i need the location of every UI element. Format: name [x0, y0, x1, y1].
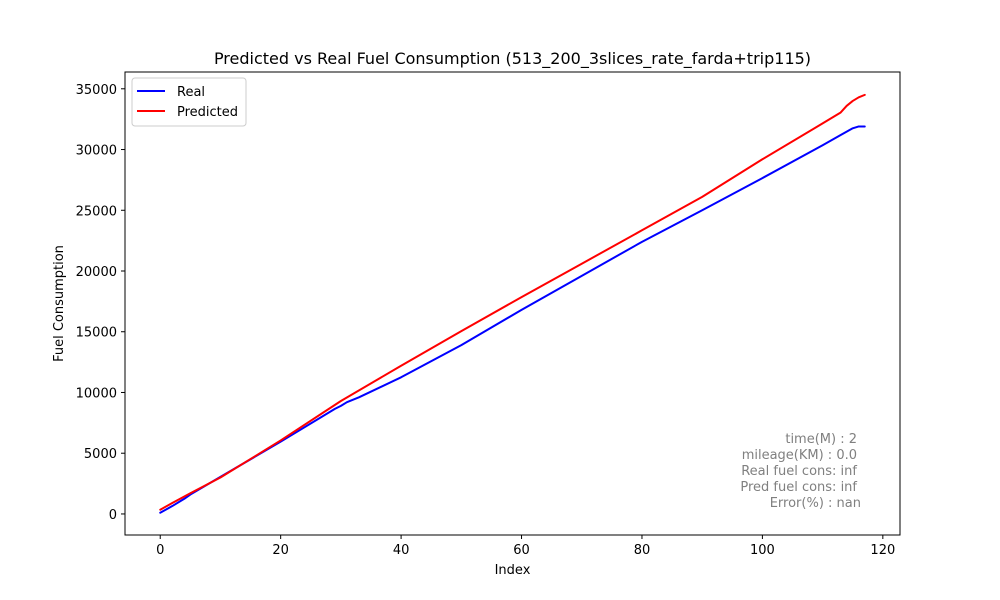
annotation-pred-fuel: Pred fuel cons: inf — [740, 480, 857, 495]
x-tick-label: 60 — [513, 543, 530, 558]
y-tick-label: 5000 — [84, 447, 117, 462]
chart-title: Predicted vs Real Fuel Consumption (513_… — [214, 49, 811, 69]
plot-area — [159, 93, 866, 514]
series-line-predicted — [159, 93, 866, 511]
x-tick-label: 100 — [750, 543, 775, 558]
x-tick-label: 20 — [272, 543, 289, 558]
annotation-real-fuel: Real fuel cons: inf — [741, 464, 857, 479]
legend-label-real: Real — [177, 85, 205, 100]
x-tick-label: 120 — [870, 543, 895, 558]
y-tick-label: 15000 — [76, 326, 117, 341]
legend: Real Predicted — [131, 77, 247, 127]
y-tick-label: 30000 — [76, 144, 117, 159]
annotation-box: time(M) : 2 mileage(KM) : 0.0 Real fuel … — [740, 432, 861, 511]
annotation-mileage: mileage(KM) : 0.0 — [742, 448, 857, 463]
x-tick-label: 40 — [393, 543, 410, 558]
y-tick-label: 25000 — [76, 204, 117, 219]
y-tick-label: 10000 — [76, 386, 117, 401]
annotation-error: Error(%) : nan — [770, 496, 861, 511]
x-axis-title: Index — [495, 563, 531, 578]
y-tick-label: 35000 — [76, 83, 117, 98]
plot-frame — [124, 71, 901, 536]
axes: 0 20 40 60 80 100 120 0 5000 10000 15000 20000 25000… — [76, 83, 896, 558]
annotation-time: time(M) : 2 — [785, 432, 857, 447]
legend-label-predicted: Predicted — [177, 105, 238, 120]
y-axis-title: Fuel Consumption — [52, 245, 67, 362]
y-tick-label: 0 — [109, 508, 117, 523]
x-tick-label: 0 — [156, 543, 164, 558]
y-tick-label: 20000 — [76, 265, 117, 280]
x-tick-label: 80 — [634, 543, 651, 558]
